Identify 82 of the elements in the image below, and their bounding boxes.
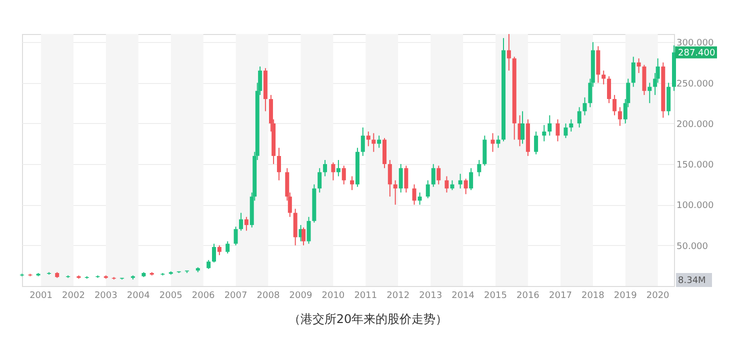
candlestick — [534, 131, 538, 155]
candlestick — [556, 118, 560, 142]
x-tick-label: 2001 — [30, 291, 52, 301]
candlestick — [404, 165, 408, 194]
x-tick-label: 2018 — [581, 291, 605, 301]
candlestick — [398, 164, 403, 194]
x-tick-label: 2009 — [289, 291, 312, 301]
x-tick-label: 2012 — [386, 291, 410, 301]
x-tick-label: 2008 — [256, 291, 280, 301]
candlestick — [612, 94, 617, 116]
candlestick — [360, 126, 365, 156]
x-tick-label: 2002 — [62, 291, 85, 301]
candlestick — [582, 96, 587, 116]
text: 8.34M — [678, 276, 706, 286]
candlestick — [564, 122, 568, 139]
candlestick — [577, 106, 582, 128]
x-tick-label: 2015 — [484, 291, 507, 301]
x-tick-label: 2003 — [94, 291, 118, 301]
candlestick — [450, 180, 454, 191]
candlestick — [548, 114, 552, 136]
x-tick-label: 2005 — [159, 291, 182, 301]
candlestick — [490, 132, 495, 152]
candlestick — [496, 135, 500, 148]
text: （港交所20年来的股价走势） — [288, 312, 448, 326]
candlestick — [331, 162, 336, 181]
candlestick — [469, 168, 474, 191]
candlestick — [342, 165, 346, 185]
x-tick-label: 2014 — [452, 291, 475, 301]
x-tick-label: 2017 — [549, 291, 572, 301]
candlestick — [607, 76, 612, 104]
candlestick — [234, 226, 238, 246]
candlestick — [393, 180, 398, 206]
candlestick — [418, 192, 422, 206]
candlestick — [542, 124, 546, 142]
candlestick — [636, 58, 641, 74]
y-tick-label: 300.000 — [676, 38, 714, 49]
x-tick-label: 2006 — [192, 291, 216, 301]
candlestick — [412, 184, 416, 206]
candlestick — [648, 82, 652, 104]
candlestick — [618, 106, 622, 126]
text: 287.400 — [678, 48, 716, 58]
candlestick — [244, 216, 248, 232]
candlestick — [318, 168, 322, 194]
candlestick — [631, 56, 636, 88]
x-tick-label: 2004 — [126, 291, 150, 301]
y-tick-label: 150.000 — [676, 160, 714, 171]
y-tick-label: 100.000 — [676, 201, 714, 212]
candlestick — [602, 70, 606, 85]
x-tick-label: 2010 — [322, 291, 345, 301]
candlestick — [520, 110, 525, 144]
x-tick-label: 2019 — [614, 291, 638, 301]
x-tick-label: 2007 — [224, 291, 248, 301]
candlestick — [458, 173, 462, 189]
x-tick-label: 2013 — [419, 291, 442, 301]
candlestick — [426, 180, 430, 199]
candlestick — [276, 147, 281, 181]
candlestick — [431, 164, 436, 188]
candlestick — [444, 176, 449, 194]
candlestick — [217, 244, 222, 256]
y-tick-label: 200.000 — [676, 120, 714, 130]
candlestick — [506, 34, 511, 72]
candlestick — [366, 131, 370, 147]
x-tick-label: 2020 — [646, 291, 670, 301]
candlestick — [239, 212, 244, 232]
candlestick — [388, 160, 392, 198]
candlestick — [336, 160, 340, 177]
candlestick — [464, 178, 468, 195]
x-tick-label: 2011 — [354, 291, 378, 301]
candlestick — [569, 118, 574, 132]
candlestick — [226, 240, 230, 254]
candlestick — [212, 243, 216, 263]
candlestick — [436, 165, 441, 185]
candlestick — [306, 216, 311, 244]
x-tick-label: 2016 — [516, 291, 540, 301]
y-tick-label: 250.000 — [676, 79, 714, 90]
candlestick — [350, 176, 354, 191]
candlestick — [323, 160, 328, 177]
candlestick — [302, 226, 306, 246]
candlestick — [372, 132, 376, 152]
y-tick-label: 50.000 — [676, 242, 708, 252]
candlestick — [377, 135, 382, 148]
candlestick — [477, 160, 482, 177]
